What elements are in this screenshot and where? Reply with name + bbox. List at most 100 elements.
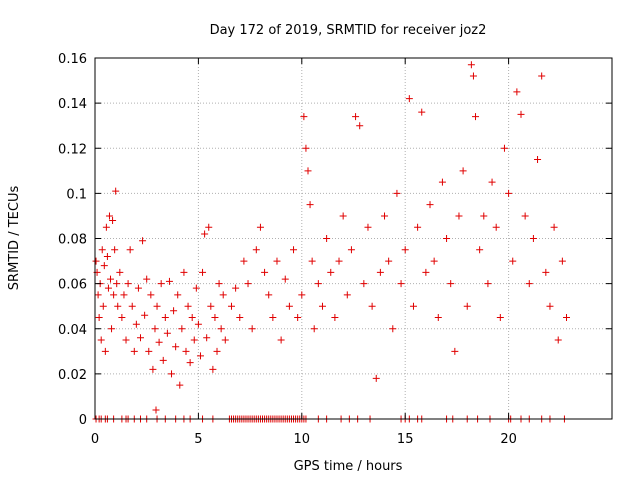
data-point — [176, 381, 184, 389]
data-point — [347, 246, 355, 254]
data-point — [192, 284, 200, 292]
data-point — [521, 212, 529, 220]
x-tick-label: 20 — [500, 432, 517, 447]
data-point — [496, 313, 504, 321]
y-tick-label: 0 — [79, 413, 87, 428]
data-point — [308, 257, 316, 265]
data-point — [182, 347, 190, 355]
data-point — [426, 201, 434, 209]
data-point — [252, 246, 260, 254]
data-point — [418, 108, 426, 116]
data-points — [92, 61, 571, 423]
data-point — [163, 329, 171, 337]
data-point — [476, 246, 484, 254]
data-point — [339, 212, 347, 220]
data-point — [393, 189, 401, 197]
data-point — [434, 313, 442, 321]
data-point — [525, 280, 533, 288]
y-tick-label: 0.1 — [66, 187, 87, 202]
data-point — [100, 262, 108, 270]
data-point — [205, 223, 213, 231]
data-point — [376, 268, 384, 276]
data-point — [134, 284, 142, 292]
data-point — [310, 325, 318, 333]
y-tick-label: 0.08 — [58, 233, 87, 248]
data-point — [172, 343, 180, 351]
data-point — [538, 72, 546, 80]
data-point — [343, 291, 351, 299]
data-point — [186, 359, 194, 367]
data-point — [227, 302, 235, 310]
data-point — [145, 347, 153, 355]
data-point — [103, 253, 111, 261]
data-point — [405, 95, 413, 103]
data-point — [101, 347, 109, 355]
data-point — [178, 325, 186, 333]
data-point — [298, 291, 306, 299]
data-point — [401, 246, 409, 254]
data-point — [240, 257, 248, 265]
data-point — [469, 72, 477, 80]
data-point — [109, 216, 117, 224]
y-tick-label: 0.12 — [58, 142, 87, 157]
data-point — [368, 302, 376, 310]
data-point — [149, 365, 157, 373]
data-point — [221, 336, 229, 344]
data-point — [184, 302, 192, 310]
data-point — [95, 313, 103, 321]
data-point — [318, 302, 326, 310]
chart-title: Day 172 of 2019, SRMTID for receiver joz… — [210, 23, 487, 38]
data-point — [554, 336, 562, 344]
data-point — [563, 313, 571, 321]
data-point — [277, 336, 285, 344]
data-point — [269, 313, 277, 321]
data-point — [207, 302, 215, 310]
data-point — [143, 275, 151, 283]
x-tick-label: 5 — [194, 432, 202, 447]
data-point — [360, 280, 368, 288]
data-point — [165, 277, 173, 285]
data-point — [209, 365, 217, 373]
data-point — [215, 280, 223, 288]
data-point — [108, 325, 116, 333]
x-tick-label: 15 — [397, 432, 414, 447]
data-point — [107, 275, 115, 283]
data-point — [244, 280, 252, 288]
data-point — [505, 189, 513, 197]
data-point — [455, 212, 463, 220]
data-point — [120, 291, 128, 299]
data-point — [151, 325, 159, 333]
data-point — [188, 313, 196, 321]
data-point — [438, 178, 446, 186]
data-point — [199, 268, 207, 276]
data-point — [157, 280, 165, 288]
data-point — [385, 257, 393, 265]
data-point — [196, 352, 204, 360]
data-point — [219, 291, 227, 299]
data-point — [409, 302, 417, 310]
data-point — [430, 257, 438, 265]
data-point — [304, 167, 312, 175]
y-tick-label: 0.16 — [58, 52, 87, 67]
data-point — [534, 156, 542, 164]
data-point — [124, 280, 132, 288]
data-point — [139, 237, 147, 245]
data-point — [290, 246, 298, 254]
data-point — [113, 280, 121, 288]
y-axis-label: SRMTID / TECUs — [7, 186, 22, 291]
x-tick-label: 0 — [91, 432, 99, 447]
data-point — [118, 313, 126, 321]
data-point — [484, 280, 492, 288]
grid-lines — [95, 58, 612, 419]
data-point — [136, 334, 144, 342]
data-point — [111, 246, 119, 254]
y-tick-label: 0.06 — [58, 278, 87, 293]
data-point — [232, 284, 240, 292]
axis-ticks: 0 0.02 0.04 0.06 0.08 0.1 0.12 0.14 0.16 0 5 10 15 20 — [58, 52, 612, 447]
data-point — [261, 268, 269, 276]
data-point — [381, 212, 389, 220]
data-point — [104, 284, 112, 292]
x-axis-label: GPS time / hours — [294, 459, 403, 474]
data-point — [447, 280, 455, 288]
data-point — [323, 235, 331, 242]
